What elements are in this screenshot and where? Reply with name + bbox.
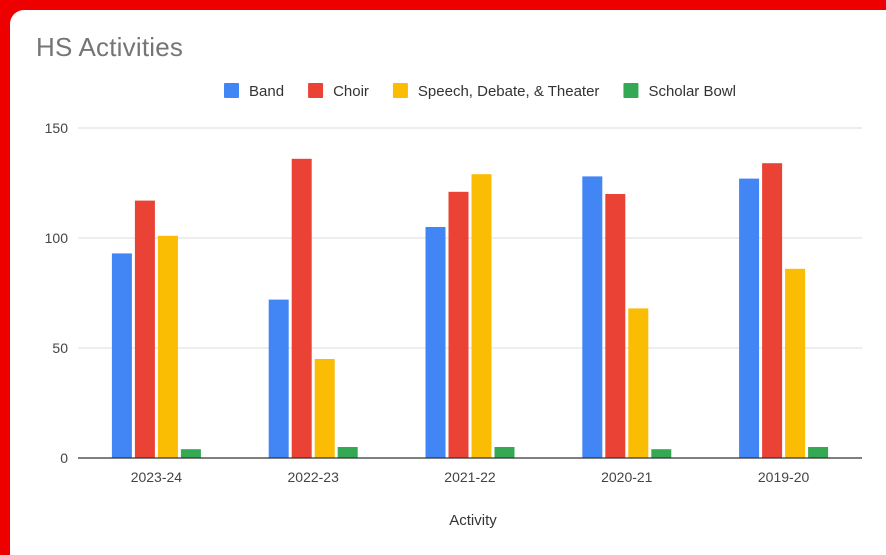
legend-swatch bbox=[308, 83, 324, 98]
bar-scholar-bowl-2020-21 bbox=[651, 449, 672, 458]
x-tick-label: 2020-21 bbox=[601, 469, 653, 485]
y-tick-label: 0 bbox=[60, 450, 68, 466]
bar-choir-2019-20 bbox=[762, 163, 783, 458]
chart-frame: HS Activities 0 50 100 150 2023-24 2022-23 20… bbox=[10, 10, 886, 555]
x-tick-label: 2023-24 bbox=[131, 469, 183, 485]
bar-scholar-bowl-2023-24 bbox=[180, 449, 201, 458]
y-axis-ticks: 0 50 100 150 bbox=[45, 120, 69, 466]
bar-speech-debate-theater-2022-23 bbox=[314, 359, 335, 458]
bar-speech-debate-theater-2023-24 bbox=[157, 235, 178, 458]
bar-band-2020-21 bbox=[582, 176, 603, 458]
legend-swatch bbox=[623, 83, 639, 98]
bar-choir-2021-22 bbox=[448, 191, 469, 459]
x-tick-label: 2022-23 bbox=[288, 469, 340, 485]
legend-item: Scholar Bowl bbox=[623, 83, 736, 100]
legend-label: Scholar Bowl bbox=[648, 83, 736, 100]
legend-label: Speech, Debate, & Theater bbox=[418, 83, 600, 100]
bar-band-2023-24 bbox=[111, 253, 132, 458]
bar-choir-2020-21 bbox=[605, 194, 626, 458]
bar-band-2022-23 bbox=[268, 299, 289, 458]
legend-label: Choir bbox=[333, 83, 369, 100]
bar-scholar-bowl-2022-23 bbox=[337, 447, 358, 458]
legend: Band Choir Speech, Debate, & Theater Schola… bbox=[224, 83, 736, 100]
x-tick-label: 2021-22 bbox=[444, 469, 496, 485]
y-tick-label: 50 bbox=[52, 340, 68, 356]
bar-speech-debate-theater-2019-20 bbox=[785, 268, 806, 458]
bar-scholar-bowl-2021-22 bbox=[494, 447, 515, 458]
legend-item: Speech, Debate, & Theater bbox=[392, 83, 600, 100]
bar-band-2019-20 bbox=[739, 178, 760, 458]
x-tick-label: 2019-20 bbox=[758, 469, 810, 485]
y-tick-label: 150 bbox=[45, 120, 69, 136]
bar-band-2021-22 bbox=[425, 227, 446, 458]
y-tick-label: 100 bbox=[45, 230, 69, 246]
bar-speech-debate-theater-2021-22 bbox=[471, 174, 492, 458]
x-axis-title: Activity bbox=[449, 512, 497, 529]
bar-speech-debate-theater-2020-21 bbox=[628, 308, 649, 458]
legend-swatch bbox=[224, 83, 240, 98]
gridlines bbox=[78, 127, 862, 349]
x-axis-ticks: 2023-24 2022-23 2021-22 2020-21 2019-20 bbox=[131, 469, 810, 485]
legend-item: Choir bbox=[308, 83, 369, 100]
bar-choir-2022-23 bbox=[291, 158, 312, 459]
bar-scholar-bowl-2019-20 bbox=[808, 447, 829, 458]
legend-swatch bbox=[392, 83, 408, 98]
bar-choir-2023-24 bbox=[134, 200, 155, 458]
chart-title: HS Activities bbox=[36, 32, 184, 62]
legend-item: Band bbox=[224, 83, 284, 100]
legend-label: Band bbox=[249, 83, 284, 100]
bars bbox=[111, 158, 829, 459]
